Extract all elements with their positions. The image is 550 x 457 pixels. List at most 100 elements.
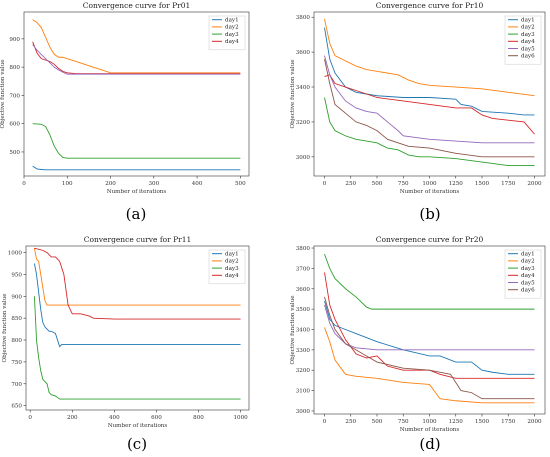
x-tick-label: 200 <box>105 181 116 187</box>
series-line-day6 <box>324 296 535 400</box>
x-tick-label: 1750 <box>501 181 516 187</box>
x-tick-label: 1250 <box>449 419 464 425</box>
legend-label-day4: day4 <box>521 39 535 45</box>
legend-label-day4: day4 <box>225 39 239 45</box>
legend-label-day4: day4 <box>225 273 239 279</box>
series-line-day4 <box>324 74 535 135</box>
y-tick-label: 3000 <box>296 409 311 415</box>
legend-label-day3: day3 <box>225 32 239 38</box>
plot-area-frame <box>25 245 250 411</box>
chart-panel-c: Convergence curve for Pr11 0 200 400 600 800 1… <box>2 235 250 453</box>
panel-caption: (c) <box>127 435 147 453</box>
x-axis-label: Number of iterations <box>108 423 168 429</box>
series-line-day3 <box>324 97 535 166</box>
y-tick-label: 3000 <box>296 155 311 161</box>
x-tick-label: 500 <box>372 419 383 425</box>
y-axis-label: Objective function value <box>290 59 296 129</box>
legend-label-day2: day2 <box>521 259 535 265</box>
series-line-day2 <box>32 19 241 74</box>
x-tick-label: 1750 <box>501 419 516 425</box>
series-line-day2 <box>324 18 535 97</box>
legend-label-day1: day1 <box>521 18 535 24</box>
legend-box <box>208 249 246 285</box>
legend-label-day3: day3 <box>225 266 239 272</box>
series-line-day5 <box>324 55 535 144</box>
legend-label-day3: day3 <box>521 32 535 38</box>
y-tick-label: 3800 <box>296 246 311 252</box>
legend-label-day4: day4 <box>521 273 535 279</box>
x-tick-label: 200 <box>67 415 78 421</box>
legend-label-day1: day1 <box>521 252 535 258</box>
legend-label-day2: day2 <box>521 25 535 31</box>
x-tick-label: 1000 <box>422 181 437 187</box>
series-line-day3 <box>324 253 535 310</box>
x-tick-label: 1500 <box>475 419 490 425</box>
y-tick-label: 800 <box>9 65 20 71</box>
y-tick-label: 3400 <box>296 327 311 333</box>
series-line-day4 <box>324 272 535 379</box>
legend-label-day1: day1 <box>225 252 239 258</box>
y-tick-label: 900 <box>9 37 20 43</box>
x-tick-label: 750 <box>398 419 409 425</box>
y-tick-label: 3700 <box>296 266 311 272</box>
legend-label-day6: day6 <box>521 288 535 294</box>
x-tick-label: 250 <box>345 181 356 187</box>
x-tick-label: 250 <box>345 419 356 425</box>
x-tick-label: 600 <box>151 415 162 421</box>
chart-title: Convergence curve for Pr11 <box>84 235 192 244</box>
legend-label-day3: day3 <box>521 266 535 272</box>
series-line-day3 <box>32 123 241 159</box>
y-axis-label: Objective function value <box>0 59 6 129</box>
x-tick-label: 1000 <box>233 415 248 421</box>
x-axis-label: Number of iterations <box>400 427 460 433</box>
series-line-day5 <box>324 304 535 351</box>
y-tick-label: 700 <box>9 93 20 99</box>
series-line-day1 <box>324 300 535 375</box>
series-line-series-extra <box>32 44 241 75</box>
x-tick-label: 800 <box>193 415 204 421</box>
plot-area-frame <box>23 11 250 177</box>
y-tick-label: 600 <box>9 122 20 128</box>
y-tick-label: 3600 <box>296 50 311 56</box>
x-tick-label: 1250 <box>449 181 464 187</box>
panel-caption: (b) <box>419 205 440 223</box>
x-tick-label: 0 <box>323 419 327 425</box>
series-line-day4 <box>34 247 241 320</box>
chart-panel-b: Convergence curve for Pr10 0 250 500 750 1000… <box>290 1 546 223</box>
chart-title: Convergence curve for Pr10 <box>376 1 484 10</box>
series-line-day4 <box>32 41 241 75</box>
y-tick-label: 850 <box>11 316 22 322</box>
y-tick-label: 3500 <box>296 307 311 313</box>
legend-label-day5: day5 <box>521 46 535 52</box>
y-tick-label: 3300 <box>296 348 311 354</box>
y-tick-label: 3200 <box>296 120 311 126</box>
y-tick-label: 3400 <box>296 85 311 91</box>
y-tick-label: 1000 <box>8 251 23 257</box>
y-tick-label: 3200 <box>296 368 311 374</box>
y-axis-label: Objective function value <box>290 295 296 365</box>
chart-panel-a: Convergence curve for Pr01 0 100 200 300 400 5… <box>0 1 250 223</box>
series-line-day6 <box>324 59 535 158</box>
legend-label-day1: day1 <box>225 18 239 24</box>
x-tick-label: 400 <box>109 415 120 421</box>
x-axis-label: Number of iterations <box>107 189 167 195</box>
x-tick-label: 300 <box>148 181 159 187</box>
chart-title: Convergence curve for Pr01 <box>83 1 191 10</box>
x-tick-label: 1500 <box>475 181 490 187</box>
x-tick-label: 500 <box>372 181 383 187</box>
y-tick-label: 3600 <box>296 287 311 293</box>
panel-caption: (d) <box>419 435 440 453</box>
x-tick-label: 400 <box>192 181 203 187</box>
y-tick-label: 3100 <box>296 389 311 395</box>
x-tick-label: 750 <box>398 181 409 187</box>
y-tick-label: 800 <box>11 338 22 344</box>
y-tick-label: 900 <box>11 294 22 300</box>
series-line-day1 <box>32 165 241 171</box>
y-tick-label: 3800 <box>296 15 311 21</box>
x-axis-label: Number of iterations <box>400 189 460 195</box>
panel-caption: (a) <box>126 205 147 223</box>
legend-label-day6: day6 <box>521 54 535 60</box>
y-tick-label: 650 <box>11 404 22 410</box>
x-tick-label: 2000 <box>527 419 542 425</box>
chart-panel-d: Convergence curve for Pr20 0 250 500 750 1000… <box>290 235 546 453</box>
